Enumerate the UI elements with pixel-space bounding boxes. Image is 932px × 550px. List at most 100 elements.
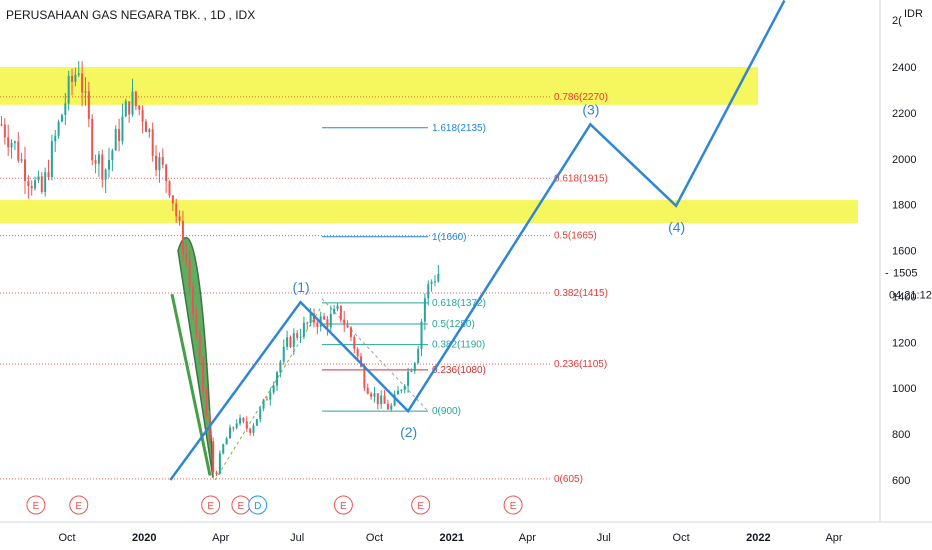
- candle-body: [339, 305, 342, 320]
- candle-body: [437, 273, 440, 282]
- candle-body: [20, 159, 23, 161]
- candle-body: [312, 313, 315, 323]
- candle-body: [81, 73, 84, 93]
- candle-body: [158, 156, 161, 171]
- candle-body: [111, 150, 114, 160]
- candle-body: [30, 185, 33, 189]
- y-tick-label: 1600: [892, 246, 916, 258]
- candle-body: [356, 348, 359, 357]
- candle-body: [420, 321, 423, 349]
- candle-body: [262, 399, 265, 409]
- candle-body: [202, 357, 205, 392]
- fib-level-label: 0.618(1915): [554, 173, 608, 184]
- candle-body: [323, 316, 326, 320]
- candle-body: [427, 283, 430, 299]
- candle-body: [353, 337, 356, 349]
- candle-body: [74, 74, 77, 82]
- candle-body: [346, 324, 349, 328]
- x-tick-label: Apr: [212, 532, 229, 544]
- candle-body: [192, 287, 195, 315]
- y-tick-label: 2(: [892, 15, 902, 27]
- candle-body: [232, 427, 235, 429]
- candle-body: [141, 109, 144, 122]
- candle-body: [225, 438, 228, 445]
- candle-body: [413, 363, 416, 372]
- candle-body: [44, 172, 47, 192]
- candle-body: [252, 425, 255, 433]
- candle-body: [417, 348, 420, 364]
- x-tick-label: Apr: [825, 532, 842, 544]
- candle-body: [272, 385, 275, 393]
- candle-body: [299, 336, 302, 338]
- y-tick-label: 1800: [892, 200, 916, 212]
- candle-body: [302, 322, 305, 337]
- fib-small-label: 1(1660): [432, 232, 466, 243]
- fib-small-label: 0.618(1372): [432, 298, 486, 309]
- candle-body: [292, 333, 295, 347]
- candle-body: [218, 453, 221, 474]
- candle-body: [171, 195, 174, 204]
- candle-body: [151, 129, 154, 156]
- candle-body: [54, 135, 57, 142]
- candle-body: [118, 129, 121, 142]
- candle-body: [91, 118, 94, 161]
- fib-level-label: 0.382(1415): [554, 288, 608, 299]
- candle-body: [7, 137, 10, 148]
- current-price-label: 1505: [893, 267, 917, 279]
- earnings-marker-label: E: [238, 501, 245, 512]
- currency-label: IDR: [904, 8, 923, 20]
- trend-guide-line: [214, 305, 323, 481]
- candle-body: [228, 427, 231, 439]
- candle-body: [370, 393, 373, 397]
- x-tick-label: 2022: [746, 532, 770, 544]
- x-tick-label: Oct: [366, 532, 383, 544]
- candle-body: [40, 176, 43, 192]
- candle-body: [87, 91, 90, 119]
- fib-small-label: 1.618(2135): [432, 123, 486, 134]
- candle-body: [77, 73, 80, 75]
- candle-body: [276, 372, 279, 386]
- candle-body: [0, 124, 3, 126]
- x-tick-label: Oct: [58, 532, 75, 544]
- candle-body: [71, 75, 74, 82]
- earnings-marker: [69, 495, 89, 515]
- candle-body: [195, 314, 198, 335]
- x-tick-label: 2021: [440, 532, 464, 544]
- candle-body: [386, 403, 389, 410]
- candle-body: [279, 361, 282, 373]
- wave-label: (1): [293, 279, 310, 295]
- candle-body: [407, 371, 410, 386]
- candle-body: [393, 394, 396, 406]
- fib-level-label: 0.5(1665): [554, 231, 597, 242]
- y-tick-label: 1200: [892, 337, 916, 349]
- candle-body: [27, 181, 30, 186]
- candle-body: [390, 405, 393, 410]
- candle-body: [329, 313, 332, 328]
- candle-body: [13, 141, 16, 144]
- x-tick-label: Oct: [673, 532, 690, 544]
- fib-small-label: 0(900): [432, 406, 461, 417]
- fib-level-label: 0.786(2270): [554, 92, 608, 103]
- y-tick-label: 600: [892, 475, 910, 487]
- candle-body: [269, 392, 272, 400]
- support-resistance-zone: [0, 67, 758, 105]
- candle-body: [265, 399, 268, 401]
- candle-body: [212, 441, 215, 473]
- candle-body: [410, 371, 413, 373]
- candle-body: [282, 346, 285, 362]
- candle-body: [309, 313, 312, 324]
- y-tick-label: 1400: [892, 291, 916, 303]
- candle-body: [3, 124, 6, 138]
- candle-body: [363, 366, 366, 388]
- candle-body: [222, 444, 225, 454]
- candle-body: [144, 121, 147, 132]
- dividend-marker: [248, 495, 268, 515]
- x-tick-label: Apr: [519, 532, 536, 544]
- candle-body: [259, 408, 262, 420]
- candle-body: [360, 356, 363, 367]
- candle-body: [376, 393, 379, 405]
- earnings-marker-label: E: [417, 501, 424, 512]
- candle-body: [60, 114, 63, 122]
